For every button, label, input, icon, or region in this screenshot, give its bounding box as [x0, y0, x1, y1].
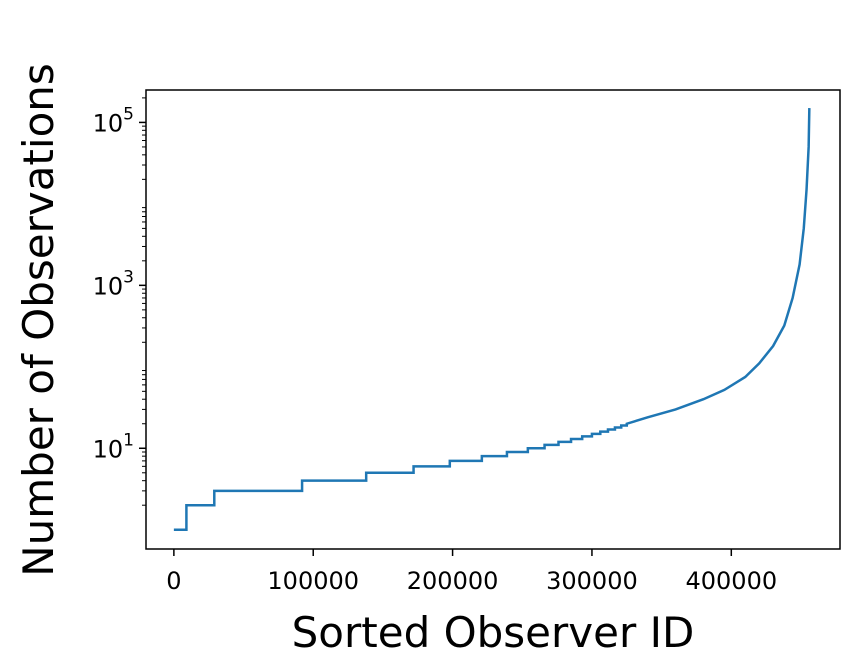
x-tick-label: 100000: [267, 567, 359, 595]
y-tick-label: 103: [93, 267, 134, 300]
y-tick-label: 105: [93, 104, 134, 137]
x-tick-label: 300000: [546, 567, 638, 595]
x-tick-label: 400000: [685, 567, 777, 595]
y-tick-base: 10: [93, 435, 124, 463]
y-tick-exponent: 3: [123, 267, 134, 287]
series-line: [173, 108, 811, 531]
y-tick-exponent: 5: [123, 104, 134, 124]
x-axis-title: Sorted Observer ID: [292, 608, 695, 657]
x-axis-ticks: 0 100000 200000 300000 400000: [166, 549, 777, 595]
x-tick-label: 0: [166, 567, 181, 595]
y-tick-label: 101: [93, 430, 134, 463]
y-axis-title: Number of Observations: [14, 63, 63, 577]
x-tick-label: 200000: [407, 567, 499, 595]
plot-area: [145, 89, 841, 550]
y-tick-base: 10: [93, 109, 124, 137]
series-layer: [173, 108, 811, 531]
y-tick-exponent: 1: [123, 430, 134, 450]
y-tick-base: 10: [93, 272, 124, 300]
